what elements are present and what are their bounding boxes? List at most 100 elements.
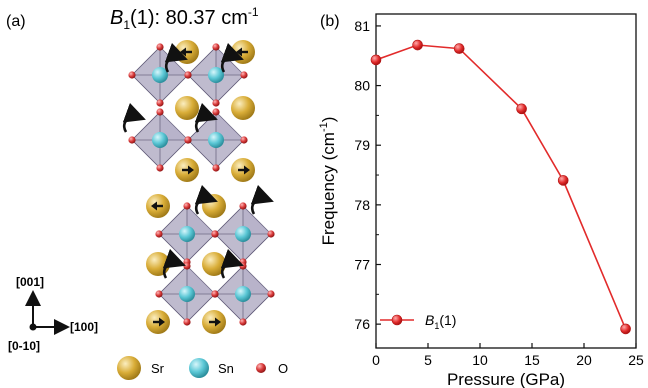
y-axis-title-exponent: -1 xyxy=(318,122,330,132)
sr-legend-label: Sr xyxy=(151,361,165,376)
displacement-arrowhead xyxy=(188,165,194,175)
x-tick-label: 5 xyxy=(424,352,432,368)
sn-atom xyxy=(208,132,224,148)
data-point xyxy=(412,39,423,51)
sr-atom xyxy=(231,158,255,182)
crystal-structure xyxy=(122,40,275,334)
y-tick-label: 78 xyxy=(354,197,370,213)
panel-b-label: (b) xyxy=(320,13,340,30)
data-point xyxy=(453,43,465,54)
rotation-arrow xyxy=(122,102,146,133)
sr-atom xyxy=(231,40,255,64)
axis-ticks: 0 5 10 15 20 25 76 77 78 79 80 81 xyxy=(354,18,644,368)
octahedron xyxy=(155,262,219,326)
sr-atom xyxy=(146,252,170,276)
sr-sphere xyxy=(146,252,170,276)
o-atom xyxy=(128,136,136,144)
y-tick-label: 77 xyxy=(354,257,370,273)
o-atom xyxy=(156,108,164,116)
y-axis-title-main: Frequency (cm xyxy=(319,132,338,245)
mode-title-exponent: -1 xyxy=(248,5,259,19)
crystal-axes: [001] [100] [0-10] xyxy=(8,275,98,353)
o-atom xyxy=(212,43,220,51)
o-legend-sphere xyxy=(256,363,266,373)
o-atom xyxy=(212,108,220,116)
octahedron-face-light xyxy=(243,206,271,234)
sr-atom xyxy=(202,252,226,276)
panel-a-label: (a) xyxy=(6,13,26,30)
o-atom xyxy=(183,202,191,210)
o-atom xyxy=(239,202,247,210)
axis-100-label: [100] xyxy=(70,320,98,334)
legend-label-rest: (1) xyxy=(439,312,456,328)
rotation-arrow xyxy=(162,248,186,279)
legend: B1(1) xyxy=(380,312,456,331)
sn-legend-sphere xyxy=(189,358,209,378)
sn-legend-label: Sn xyxy=(218,361,234,376)
x-axis-title: Pressure (GPa) xyxy=(447,370,565,388)
sr-atom xyxy=(146,310,170,334)
sr-sphere xyxy=(202,252,226,276)
sr-atom xyxy=(231,96,255,120)
panel-b: (b) 0 5 10 15 20 25 76 77 78 79 80 81 Pressure (GPa… xyxy=(318,13,644,388)
legend-label-symbol: B xyxy=(425,312,434,328)
sn-atom xyxy=(152,67,168,83)
data-point xyxy=(557,175,569,186)
o-atom xyxy=(155,230,163,238)
sr-atom xyxy=(175,96,199,120)
axis-001-label: [001] xyxy=(16,275,44,289)
displacement-arrowhead xyxy=(244,165,250,175)
rotation-arrow xyxy=(250,184,274,215)
sr-atom xyxy=(202,310,226,334)
o-atom xyxy=(267,230,275,238)
rotation-arrow xyxy=(220,248,244,279)
o-atom xyxy=(239,262,247,270)
axis-origin-dot xyxy=(29,323,37,331)
y-tick-label: 76 xyxy=(354,316,370,332)
mode-title-text: (1): 80.37 cm xyxy=(130,7,248,29)
plot-frame xyxy=(375,13,637,349)
x-tick-label: 0 xyxy=(372,352,380,368)
octahedron-face-light xyxy=(160,112,188,140)
octahedron-face-light xyxy=(187,206,215,234)
x-tick-label: 20 xyxy=(576,352,592,368)
sr-legend-sphere xyxy=(117,356,141,380)
y-axis-title: Frequency (cm-1) xyxy=(318,117,338,246)
o-atom xyxy=(239,318,247,326)
sn-atom xyxy=(152,132,168,148)
series-line xyxy=(375,44,627,330)
rotation-arrow xyxy=(194,102,218,133)
octahedron-face-light xyxy=(243,266,271,294)
y-tick-label: 79 xyxy=(354,137,370,153)
species-legend: Sr Sn O xyxy=(117,356,288,380)
o-atom xyxy=(240,71,248,79)
sn-atom xyxy=(235,286,251,302)
o-atom xyxy=(212,164,220,172)
o-atom xyxy=(155,290,163,298)
data-point xyxy=(516,103,527,115)
o-atom xyxy=(184,71,192,79)
panel-a: (a) B1(1): 80.37 cm-1 [001] [100] [0-10]… xyxy=(6,5,288,380)
x-tick-label: 25 xyxy=(628,352,644,368)
sr-sphere xyxy=(231,96,255,120)
o-atom xyxy=(267,290,275,298)
x-tick-label: 10 xyxy=(472,352,488,368)
displacement-arrowhead xyxy=(215,317,221,327)
o-atom xyxy=(183,318,191,326)
data-point xyxy=(620,323,631,335)
displacement-arrowhead xyxy=(151,201,157,211)
o-atom xyxy=(184,136,192,144)
sn-atom xyxy=(235,226,251,242)
frequency-series xyxy=(370,39,631,335)
axis-0-10-label: [0-10] xyxy=(8,339,40,353)
y-axis-title-end: ) xyxy=(319,117,338,123)
mode-title: B1(1): 80.37 cm-1 xyxy=(110,5,259,32)
octahedron-face-light xyxy=(187,266,215,294)
sr-atom xyxy=(146,194,170,218)
o-atom xyxy=(156,43,164,51)
octahedron xyxy=(128,108,192,172)
o-atom xyxy=(211,230,219,238)
octahedron xyxy=(211,202,275,266)
rotation-arrow xyxy=(164,42,188,73)
